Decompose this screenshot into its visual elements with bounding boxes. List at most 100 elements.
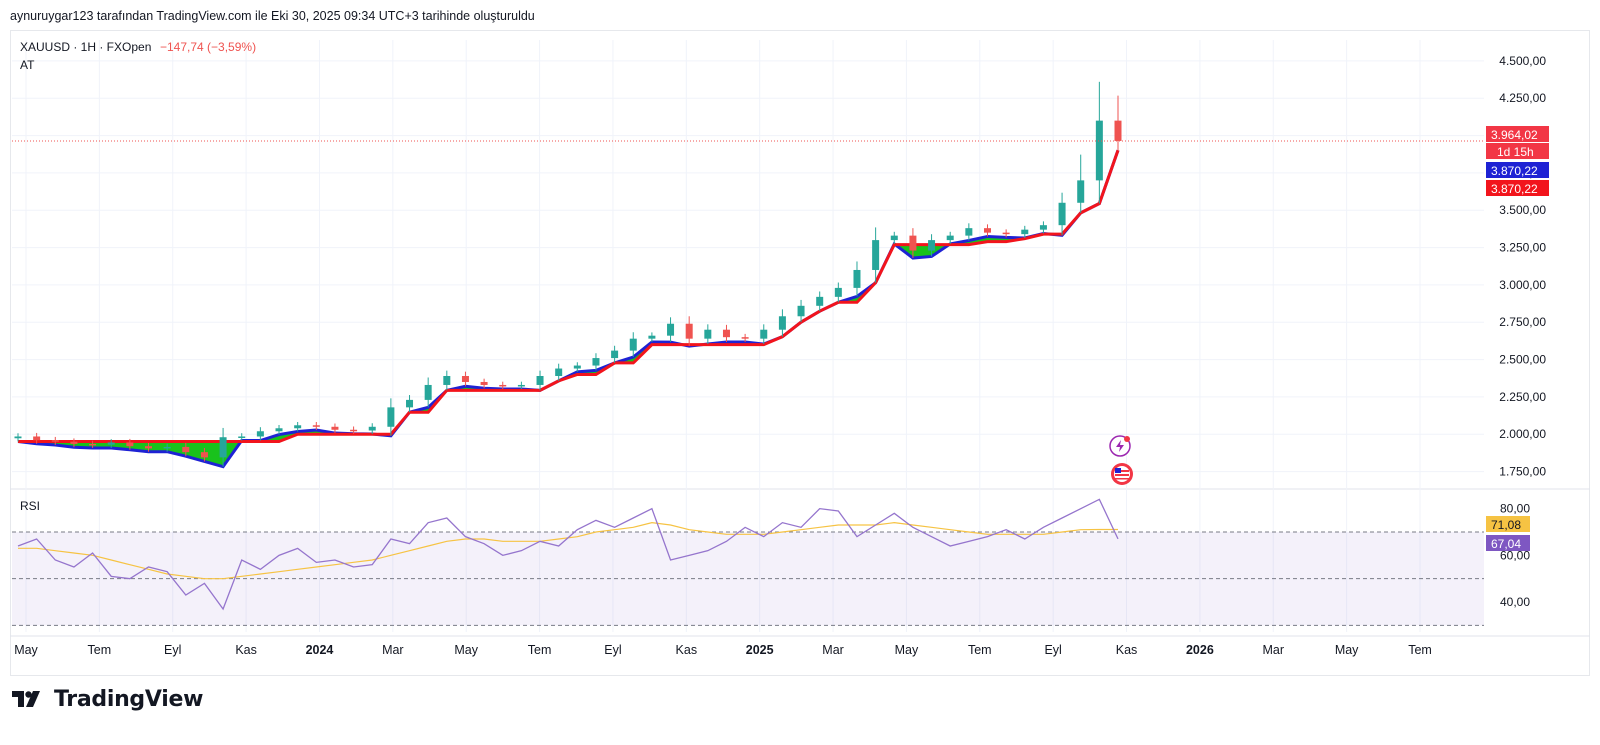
rsi-ma-label: 71,08 xyxy=(1491,518,1521,532)
brand-name: TradingView xyxy=(54,686,204,712)
candle-body xyxy=(1095,120,1103,181)
grid-layer xyxy=(10,40,1590,637)
candle-body xyxy=(573,365,581,369)
candle-body xyxy=(294,425,302,429)
x-tick-label: May xyxy=(895,643,919,657)
candle-body xyxy=(89,443,97,446)
y-tick-label: 4.500,00 xyxy=(1499,54,1546,68)
tradingview-logo-icon xyxy=(12,691,40,707)
candle-body xyxy=(238,436,246,438)
candle-body xyxy=(14,436,22,439)
candle-body xyxy=(51,440,59,442)
candle-body xyxy=(499,384,507,387)
candle-body xyxy=(1077,180,1085,203)
rsi-pane-label[interactable]: RSI xyxy=(20,499,40,513)
x-tick-label: 2026 xyxy=(1186,643,1214,657)
x-tick-label: Tem xyxy=(968,643,992,657)
x-tick-label: Tem xyxy=(88,643,112,657)
y-tick-label: 1.750,00 xyxy=(1499,465,1546,479)
candle-body xyxy=(760,329,768,339)
chart-caption: aynuruygar123 tarafından TradingView.com… xyxy=(10,9,535,23)
candle-body xyxy=(424,384,432,400)
candle-body xyxy=(555,368,563,376)
x-tick-label: May xyxy=(14,643,38,657)
rsi-value-badge xyxy=(1486,535,1530,551)
candle-body xyxy=(443,376,451,385)
x-tick-label: 2025 xyxy=(746,643,774,657)
trend-cloud xyxy=(18,150,1118,467)
candle-body xyxy=(480,381,488,385)
x-tick-label: Tem xyxy=(528,643,552,657)
candle-body xyxy=(331,426,339,430)
price-labels: 3.964,02 1d 15h 3.870,22 3.870,22 71,08 … xyxy=(1486,126,1549,551)
trend-up-label: 3.870,22 xyxy=(1491,164,1538,178)
candle-body xyxy=(368,426,376,431)
rsi-tick-label: 60,00 xyxy=(1500,548,1530,562)
candle-body xyxy=(648,335,656,339)
y-tick-label: 3.000,00 xyxy=(1499,278,1546,292)
y-tick-label: 3.250,00 xyxy=(1499,241,1546,255)
candle-body xyxy=(256,431,264,437)
candle-body xyxy=(406,399,414,408)
brand-logo[interactable]: TradingView xyxy=(12,686,203,712)
us-flag-icon[interactable] xyxy=(1111,463,1133,485)
trend-cloud-layer xyxy=(17,149,1120,469)
y-tick-label: 2.250,00 xyxy=(1499,390,1546,404)
trend-up-line xyxy=(17,149,1120,469)
candle-body xyxy=(778,316,786,330)
candle-body xyxy=(872,240,880,270)
x-tick-label: Mar xyxy=(382,643,404,657)
x-tick-label: May xyxy=(1335,643,1359,657)
candle-body xyxy=(890,235,898,241)
countdown-badge xyxy=(1486,143,1549,159)
candle-body xyxy=(704,329,712,339)
candle-body xyxy=(1114,120,1122,141)
chart-frame xyxy=(10,30,1590,676)
candle-body xyxy=(145,446,153,449)
rsi-line xyxy=(17,498,1119,611)
candle-body xyxy=(946,235,954,241)
candle-body xyxy=(797,305,805,317)
candle-body xyxy=(517,384,525,387)
y-tick-label: 2.500,00 xyxy=(1499,353,1546,367)
flash-event-icon[interactable] xyxy=(1109,435,1131,457)
candle-body xyxy=(909,235,917,251)
candle-body xyxy=(592,358,600,366)
candle-body xyxy=(70,441,78,444)
candle-body xyxy=(1002,232,1010,235)
rsi-tick-label: 80,00 xyxy=(1500,502,1530,516)
trend-down-line xyxy=(18,149,1120,444)
candle-body xyxy=(834,287,842,297)
legend-indicator[interactable]: AT xyxy=(20,58,35,72)
last-price-label: 3.964,02 xyxy=(1491,128,1538,142)
candle-body xyxy=(611,350,619,359)
rsi-value-label: 67,04 xyxy=(1491,537,1521,551)
legend-symbol: XAUUSD · 1H · FXOpen xyxy=(20,40,151,54)
candle-body xyxy=(126,442,134,447)
x-tick-label: Mar xyxy=(822,643,844,657)
y-tick-label: 3.500,00 xyxy=(1499,203,1546,217)
x-tick-label: Eyl xyxy=(164,643,181,657)
y-tick-label: 2.750,00 xyxy=(1499,315,1546,329)
x-tick-label: Eyl xyxy=(604,643,621,657)
candle-body xyxy=(387,407,395,427)
candle-body xyxy=(1058,202,1066,226)
axis-layer: 4.500,004.250,004.000,003.750,003.500,00… xyxy=(14,54,1546,657)
candle-body xyxy=(182,446,190,453)
countdown-label: 1d 15h xyxy=(1497,145,1534,159)
candle-body xyxy=(219,437,227,458)
candle-body xyxy=(629,338,637,351)
x-tick-label: Kas xyxy=(1116,643,1138,657)
candle-body xyxy=(461,376,469,382)
legend-change: −147,74 (−3,59%) xyxy=(160,40,256,54)
candle-body xyxy=(1039,225,1047,230)
candle-body xyxy=(722,329,730,338)
candle-body xyxy=(107,442,115,445)
candle-body xyxy=(928,240,936,251)
x-tick-label: Mar xyxy=(1262,643,1284,657)
x-tick-label: Tem xyxy=(1408,643,1432,657)
x-tick-label: 2024 xyxy=(306,643,334,657)
x-tick-label: May xyxy=(454,643,478,657)
rsi-ma-badge xyxy=(1486,516,1530,532)
